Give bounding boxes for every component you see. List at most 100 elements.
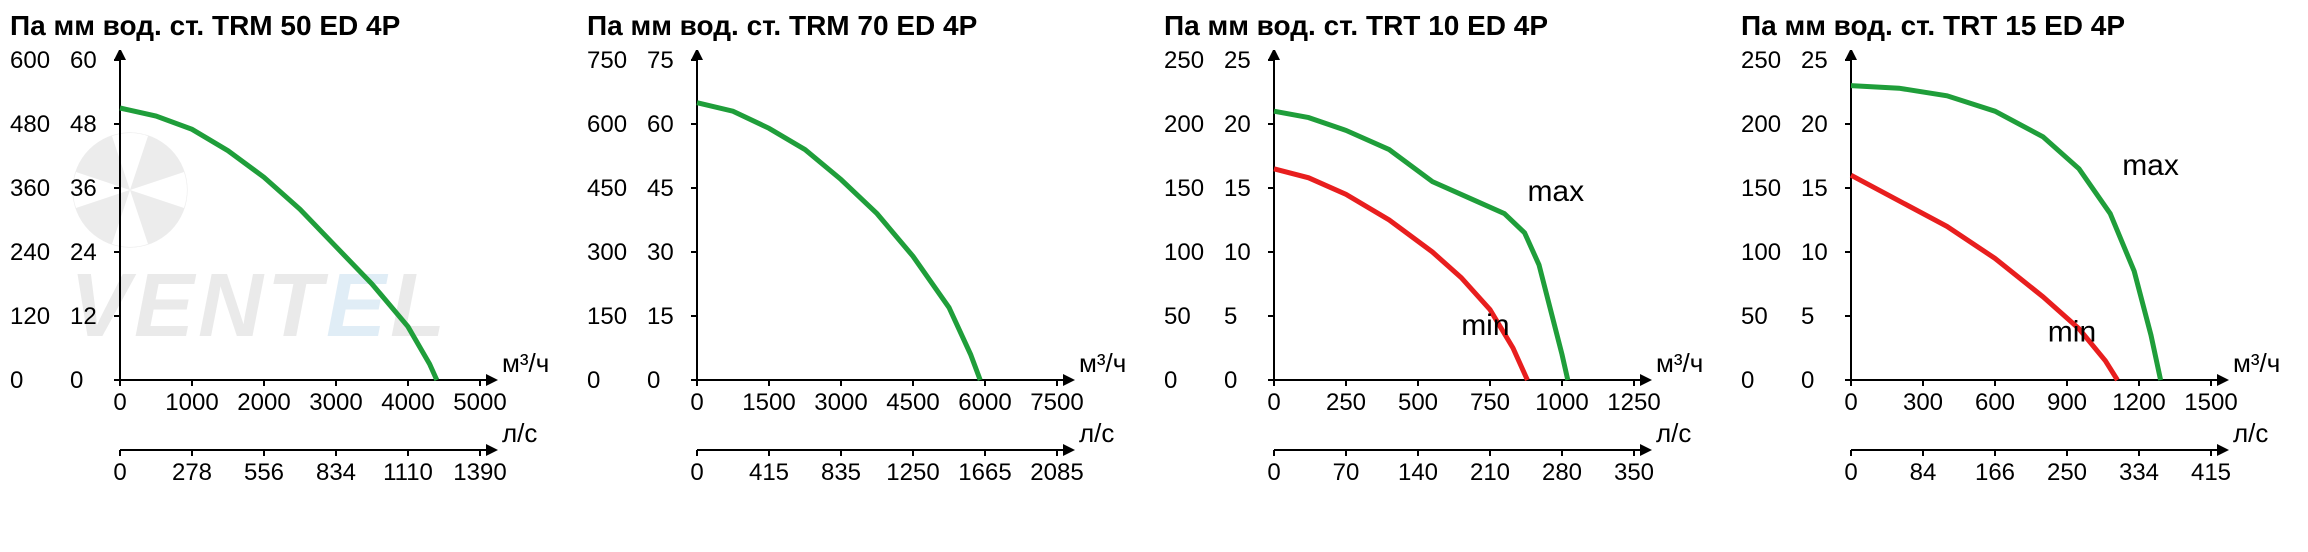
y-tick-pa: 750 — [587, 50, 627, 74]
x-tick-ls: 166 — [1975, 459, 2015, 486]
curve-label: min — [2048, 316, 2096, 349]
y-tick-pa: 50 — [1164, 303, 1191, 330]
x-tick-m3h: 1500 — [2184, 389, 2237, 416]
x-tick-ls: 0 — [690, 459, 703, 486]
x-tick-ls: 250 — [2047, 459, 2087, 486]
x-tick-m3h: 3000 — [814, 389, 867, 416]
y-tick-mmwc: 5 — [1801, 303, 1814, 330]
y-tick-mmwc: 0 — [1224, 367, 1237, 394]
x-tick-m3h: 250 — [1326, 389, 1366, 416]
y-tick-mmwc: 20 — [1801, 111, 1828, 138]
x-tick-m3h: 0 — [690, 389, 703, 416]
y-tick-mmwc: 20 — [1224, 111, 1251, 138]
x-unit-ls: л/с — [502, 418, 537, 448]
y-tick-pa: 200 — [1741, 111, 1781, 138]
performance-curve — [120, 108, 437, 380]
x-tick-ls: 1390 — [453, 459, 506, 486]
y-tick-pa: 250 — [1741, 50, 1781, 74]
chart-panel-trm70: Па мм вод. ст. TRM 70 ED 4P 001501530030… — [587, 10, 1144, 540]
x-unit-m3h: м³/ч — [1079, 348, 1126, 378]
x-tick-m3h: 3000 — [309, 389, 362, 416]
y-tick-mmwc: 15 — [1224, 175, 1251, 202]
x-tick-m3h: 1500 — [742, 389, 795, 416]
x-tick-m3h: 1000 — [1535, 389, 1588, 416]
chart-svg: 0050510010150152002025025030060090012001… — [1741, 50, 2301, 540]
x-tick-m3h: 4000 — [381, 389, 434, 416]
y-tick-mmwc: 12 — [70, 303, 97, 330]
y-tick-pa: 0 — [1164, 367, 1177, 394]
x-unit-ls: л/с — [1079, 418, 1114, 448]
x-tick-m3h: 900 — [2047, 389, 2087, 416]
x-tick-ls: 0 — [1844, 459, 1857, 486]
y-tick-pa: 360 — [10, 175, 50, 202]
y-tick-pa: 300 — [587, 239, 627, 266]
performance-curve — [1851, 86, 2161, 380]
x-tick-m3h: 1250 — [1607, 389, 1660, 416]
y-tick-pa: 450 — [587, 175, 627, 202]
chart-title: Па мм вод. ст. TRT 15 ED 4P — [1741, 10, 2125, 42]
y-tick-pa: 600 — [10, 50, 50, 74]
y-tick-mmwc: 30 — [647, 239, 674, 266]
y-tick-mmwc: 25 — [1224, 50, 1251, 74]
x-tick-ls: 0 — [1267, 459, 1280, 486]
chart-title: Па мм вод. ст. TRM 70 ED 4P — [587, 10, 977, 42]
y-tick-mmwc: 0 — [70, 367, 83, 394]
x-tick-ls: 415 — [749, 459, 789, 486]
y-tick-mmwc: 36 — [70, 175, 97, 202]
y-tick-mmwc: 25 — [1801, 50, 1828, 74]
x-tick-ls: 278 — [172, 459, 212, 486]
x-tick-ls: 84 — [1910, 459, 1937, 486]
y-tick-pa: 480 — [10, 111, 50, 138]
x-tick-ls: 140 — [1398, 459, 1438, 486]
y-tick-mmwc: 15 — [1801, 175, 1828, 202]
x-tick-m3h: 0 — [113, 389, 126, 416]
performance-curve — [1851, 175, 2117, 380]
y-tick-mmwc: 75 — [647, 50, 674, 74]
chart-model: TRM 70 ED 4P — [789, 10, 977, 41]
chart-svg: 0012012240243603648048600600100020003000… — [10, 50, 570, 540]
x-unit-m3h: м³/ч — [1656, 348, 1703, 378]
chart-panel-trt10: Па мм вод. ст. TRT 10 ED 4P 005051001015… — [1164, 10, 1721, 540]
y-tick-mmwc: 10 — [1224, 239, 1251, 266]
y-tick-mmwc: 15 — [647, 303, 674, 330]
x-tick-ls: 70 — [1333, 459, 1360, 486]
y-tick-mmwc: 48 — [70, 111, 97, 138]
x-tick-m3h: 600 — [1975, 389, 2015, 416]
y-tick-pa: 100 — [1164, 239, 1204, 266]
x-tick-m3h: 500 — [1398, 389, 1438, 416]
y-axis-units: Па мм вод. ст. — [1164, 10, 1358, 41]
curve-label: max — [1527, 175, 1584, 208]
x-tick-m3h: 300 — [1903, 389, 1943, 416]
chart-model: TRM 50 ED 4P — [212, 10, 400, 41]
x-tick-ls: 556 — [244, 459, 284, 486]
x-tick-ls: 834 — [316, 459, 356, 486]
performance-curve — [697, 103, 980, 380]
x-tick-ls: 1110 — [383, 459, 433, 486]
y-axis-units: Па мм вод. ст. — [10, 10, 204, 41]
x-tick-ls: 2085 — [1030, 459, 1083, 486]
y-tick-pa: 150 — [1164, 175, 1204, 202]
chart-panel-trt15: Па мм вод. ст. TRT 15 ED 4P 005051001015… — [1741, 10, 2298, 540]
x-tick-ls: 334 — [2119, 459, 2159, 486]
y-tick-mmwc: 0 — [647, 367, 660, 394]
y-tick-mmwc: 60 — [70, 50, 97, 74]
chart-model: TRT 15 ED 4P — [1943, 10, 2125, 41]
x-tick-ls: 835 — [821, 459, 861, 486]
x-tick-m3h: 6000 — [958, 389, 1011, 416]
y-tick-pa: 600 — [587, 111, 627, 138]
x-tick-m3h: 1000 — [165, 389, 218, 416]
x-tick-ls: 280 — [1542, 459, 1582, 486]
y-tick-pa: 0 — [10, 367, 23, 394]
x-tick-m3h: 0 — [1844, 389, 1857, 416]
x-tick-m3h: 750 — [1470, 389, 1510, 416]
chart-title: Па мм вод. ст. TRT 10 ED 4P — [1164, 10, 1548, 42]
y-tick-pa: 200 — [1164, 111, 1204, 138]
y-tick-mmwc: 45 — [647, 175, 674, 202]
y-tick-mmwc: 0 — [1801, 367, 1814, 394]
x-tick-ls: 415 — [2191, 459, 2231, 486]
x-unit-m3h: м³/ч — [502, 348, 549, 378]
x-tick-m3h: 1200 — [2112, 389, 2165, 416]
x-tick-m3h: 5000 — [453, 389, 506, 416]
y-tick-mmwc: 60 — [647, 111, 674, 138]
x-unit-m3h: м³/ч — [2233, 348, 2280, 378]
